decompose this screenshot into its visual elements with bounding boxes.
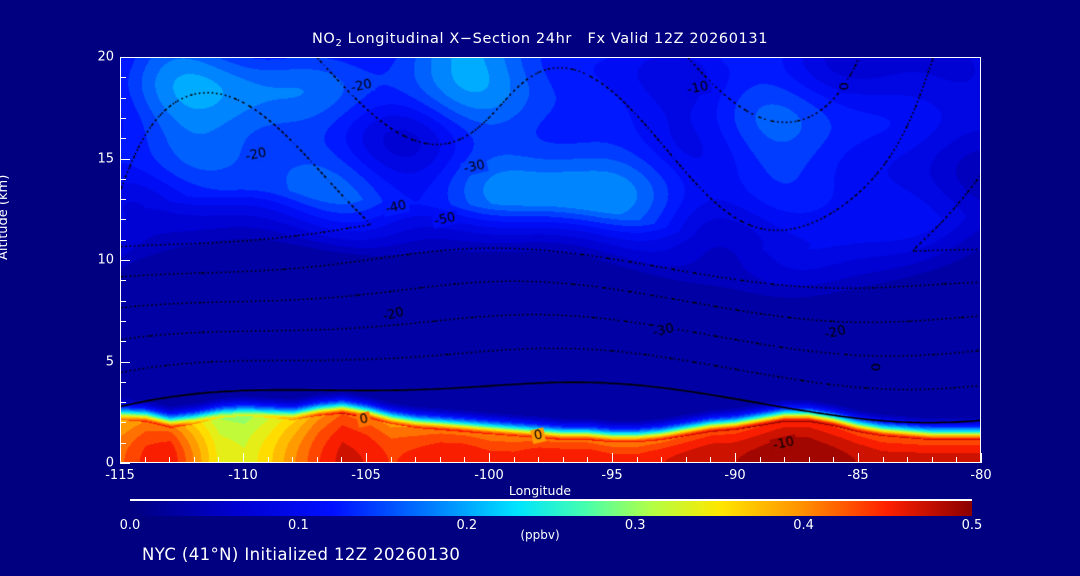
colorbar-tick-label: 0.5 <box>961 518 983 533</box>
title-species: NO <box>311 31 336 47</box>
y-tick <box>120 199 126 200</box>
x-axis-tick-label: -115 <box>105 468 135 483</box>
y-axis-tick-label: 5 <box>105 354 114 369</box>
x-axis-tick-label: -95 <box>601 468 623 483</box>
colorbar[interactable] <box>130 499 972 516</box>
y-tick <box>120 341 126 342</box>
x-tick <box>464 457 465 463</box>
x-tick <box>514 457 515 463</box>
x-tick <box>809 457 810 463</box>
y-tick <box>120 402 126 403</box>
x-tick <box>735 453 736 463</box>
x-tick <box>932 457 933 463</box>
x-tick <box>194 457 195 463</box>
x-axis-tick-label: -110 <box>228 468 258 483</box>
y-tick <box>120 57 130 58</box>
x-tick <box>243 453 244 463</box>
x-tick <box>489 453 490 463</box>
y-tick <box>120 118 126 119</box>
x-tick <box>612 453 613 463</box>
title-subscript: 2 <box>335 38 343 49</box>
x-tick <box>858 453 859 463</box>
x-tick <box>317 457 318 463</box>
y-axis-tick-label: 0 <box>105 455 114 471</box>
x-axis-tick-label: -85 <box>847 468 869 483</box>
x-tick <box>981 453 982 463</box>
y-axis-title: Altitude (km) <box>0 174 11 260</box>
y-tick <box>120 301 126 302</box>
x-tick <box>907 457 908 463</box>
x-axis-tick-label: -90 <box>724 468 746 483</box>
y-tick <box>120 138 126 139</box>
y-axis-tick-label: 20 <box>97 49 114 65</box>
x-axis-tick-label: -80 <box>970 468 992 483</box>
y-axis-tick-label: 10 <box>97 252 114 268</box>
colorbar-tick-label: 0.3 <box>624 518 646 533</box>
y-tick <box>120 179 126 180</box>
y-tick <box>120 443 126 444</box>
x-tick <box>686 457 687 463</box>
figure-footer: NYC (41°N) Initialized 12Z 20260130 <box>142 545 461 564</box>
x-tick <box>391 457 392 463</box>
title-remainder: Longitudinal X−Section 24hr Fx Valid 12Z… <box>342 31 769 47</box>
y-tick <box>120 463 130 464</box>
y-tick <box>120 321 126 322</box>
x-tick <box>784 457 785 463</box>
x-tick <box>883 457 884 463</box>
colorbar-tick-label: 0.4 <box>793 518 814 533</box>
no2-contour-field <box>121 58 980 462</box>
colorbar-gradient <box>130 501 972 516</box>
x-tick <box>440 457 441 463</box>
x-tick <box>760 457 761 463</box>
y-tick <box>120 362 130 363</box>
y-tick <box>120 422 126 423</box>
x-tick <box>833 457 834 463</box>
y-tick <box>120 240 126 241</box>
x-axis-tick-label: -100 <box>474 468 504 483</box>
x-tick <box>587 457 588 463</box>
colorbar-tick-label: 0.2 <box>456 518 478 533</box>
x-tick <box>120 453 121 463</box>
x-tick <box>538 457 539 463</box>
x-tick <box>341 457 342 463</box>
page-title: NO2 Longitudinal X−Section 24hr Fx Valid… <box>0 31 1080 49</box>
y-tick <box>120 98 126 99</box>
y-tick <box>120 219 126 220</box>
y-tick <box>120 260 130 261</box>
x-tick <box>292 457 293 463</box>
x-tick <box>145 457 146 463</box>
x-axis-tick-label: -105 <box>351 468 381 483</box>
x-tick <box>366 453 367 463</box>
colorbar-tick-label: 0.1 <box>288 518 309 533</box>
x-tick <box>637 457 638 463</box>
y-tick <box>120 382 126 383</box>
x-tick <box>169 457 170 463</box>
y-axis-tick-label: 15 <box>97 151 114 166</box>
x-tick <box>218 457 219 463</box>
x-tick <box>415 457 416 463</box>
y-tick <box>120 77 126 78</box>
x-axis-title: Longitude <box>508 483 572 498</box>
x-tick <box>661 457 662 463</box>
x-tick <box>563 457 564 463</box>
cross-section-plot[interactable] <box>120 57 981 463</box>
x-tick <box>956 457 957 463</box>
x-tick <box>268 457 269 463</box>
colorbar-tick-label: 0.0 <box>119 518 141 533</box>
y-tick <box>120 280 126 281</box>
colorbar-units: (ppbv) <box>520 528 560 542</box>
y-tick <box>120 159 130 160</box>
x-tick <box>710 457 711 463</box>
